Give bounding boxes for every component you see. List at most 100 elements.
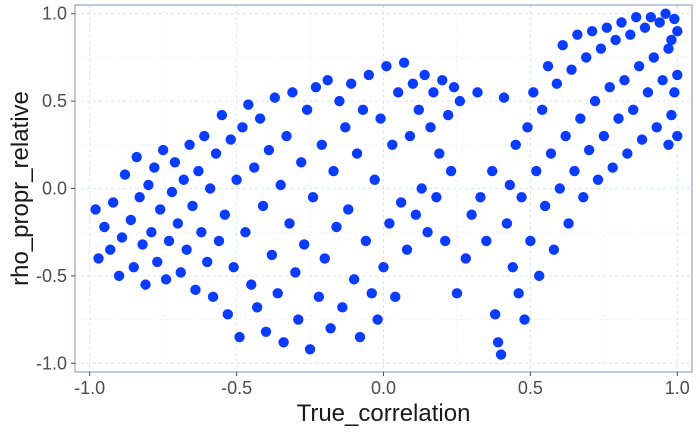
- data-point: [304, 344, 316, 355]
- x-tick-label: 0.5: [518, 378, 543, 398]
- data-point: [392, 87, 404, 98]
- data-point: [498, 92, 510, 103]
- data-point: [557, 39, 568, 51]
- data-point: [545, 148, 557, 159]
- x-tick-label: -0.5: [221, 378, 252, 398]
- data-point: [307, 192, 319, 203]
- data-point: [504, 179, 516, 191]
- data-point: [275, 179, 286, 191]
- data-point: [313, 291, 325, 303]
- data-point: [448, 81, 460, 93]
- data-point: [266, 249, 278, 261]
- data-point: [434, 148, 445, 159]
- data-point: [269, 92, 280, 103]
- data-point: [669, 87, 680, 98]
- data-point: [633, 60, 645, 72]
- data-point: [334, 95, 345, 107]
- data-point: [534, 270, 545, 282]
- data-point: [372, 314, 383, 325]
- data-point: [487, 165, 498, 177]
- y-axis-ticks: -1.0 -0.5 0.0 0.5 1.0: [36, 4, 75, 373]
- data-point: [128, 261, 139, 273]
- data-point: [595, 43, 607, 54]
- data-point: [442, 109, 454, 121]
- data-point: [639, 22, 651, 33]
- data-point: [169, 157, 181, 168]
- y-tick-label: -1.0: [36, 353, 67, 373]
- data-point: [575, 113, 586, 124]
- data-point: [149, 162, 160, 173]
- data-point: [152, 256, 163, 268]
- x-tick-label: 1.0: [665, 378, 690, 398]
- data-point: [90, 204, 101, 215]
- data-point: [660, 8, 671, 19]
- data-point: [237, 122, 248, 133]
- data-point: [225, 134, 236, 145]
- data-point: [460, 253, 471, 264]
- data-point: [234, 331, 245, 343]
- data-point: [363, 69, 375, 81]
- data-point: [569, 165, 580, 177]
- data-point: [316, 139, 327, 151]
- data-point: [243, 99, 254, 110]
- data-point: [210, 148, 222, 159]
- y-tick-label: 1.0: [42, 4, 67, 24]
- data-point: [401, 244, 413, 255]
- data-point: [466, 209, 477, 220]
- data-point: [249, 162, 260, 173]
- data-point: [290, 267, 301, 278]
- data-point: [175, 267, 186, 278]
- data-point: [116, 232, 128, 243]
- data-point: [155, 204, 166, 215]
- data-point: [254, 113, 266, 124]
- data-point: [93, 253, 104, 264]
- data-point: [492, 337, 504, 348]
- data-point: [610, 34, 621, 46]
- data-point: [390, 291, 401, 303]
- data-point: [298, 239, 310, 250]
- data-point: [125, 214, 137, 226]
- data-point: [281, 130, 292, 142]
- data-point: [325, 323, 336, 334]
- data-point: [413, 104, 424, 116]
- data-point: [525, 235, 536, 247]
- data-point: [440, 235, 451, 247]
- data-point: [219, 209, 231, 220]
- data-point: [257, 200, 269, 212]
- data-point: [119, 169, 131, 180]
- data-point: [143, 179, 154, 191]
- data-point: [589, 95, 601, 107]
- data-point: [166, 186, 178, 198]
- data-point: [516, 192, 527, 203]
- data-point: [616, 17, 627, 28]
- data-point: [630, 12, 642, 23]
- x-tick-label: 0.0: [371, 378, 396, 398]
- data-point: [563, 218, 574, 229]
- data-point: [301, 104, 313, 116]
- data-point: [140, 279, 151, 290]
- data-point: [357, 104, 369, 116]
- data-point: [322, 74, 333, 86]
- data-point: [328, 165, 339, 177]
- data-point: [137, 239, 148, 250]
- data-point: [340, 122, 351, 133]
- data-point: [193, 165, 204, 177]
- data-point: [422, 226, 433, 238]
- y-tick-label: 0.5: [42, 91, 67, 111]
- data-point: [636, 134, 648, 145]
- data-point: [666, 109, 677, 121]
- data-point: [451, 288, 463, 299]
- data-point: [572, 29, 583, 40]
- data-point: [672, 130, 683, 142]
- data-point: [160, 274, 172, 285]
- data-point: [454, 95, 466, 107]
- data-point: [395, 197, 407, 208]
- data-point: [337, 302, 348, 313]
- data-point: [622, 148, 633, 159]
- data-point: [510, 139, 521, 151]
- data-point: [263, 144, 275, 156]
- data-point: [351, 148, 363, 159]
- data-point: [663, 139, 674, 151]
- data-point: [554, 183, 565, 194]
